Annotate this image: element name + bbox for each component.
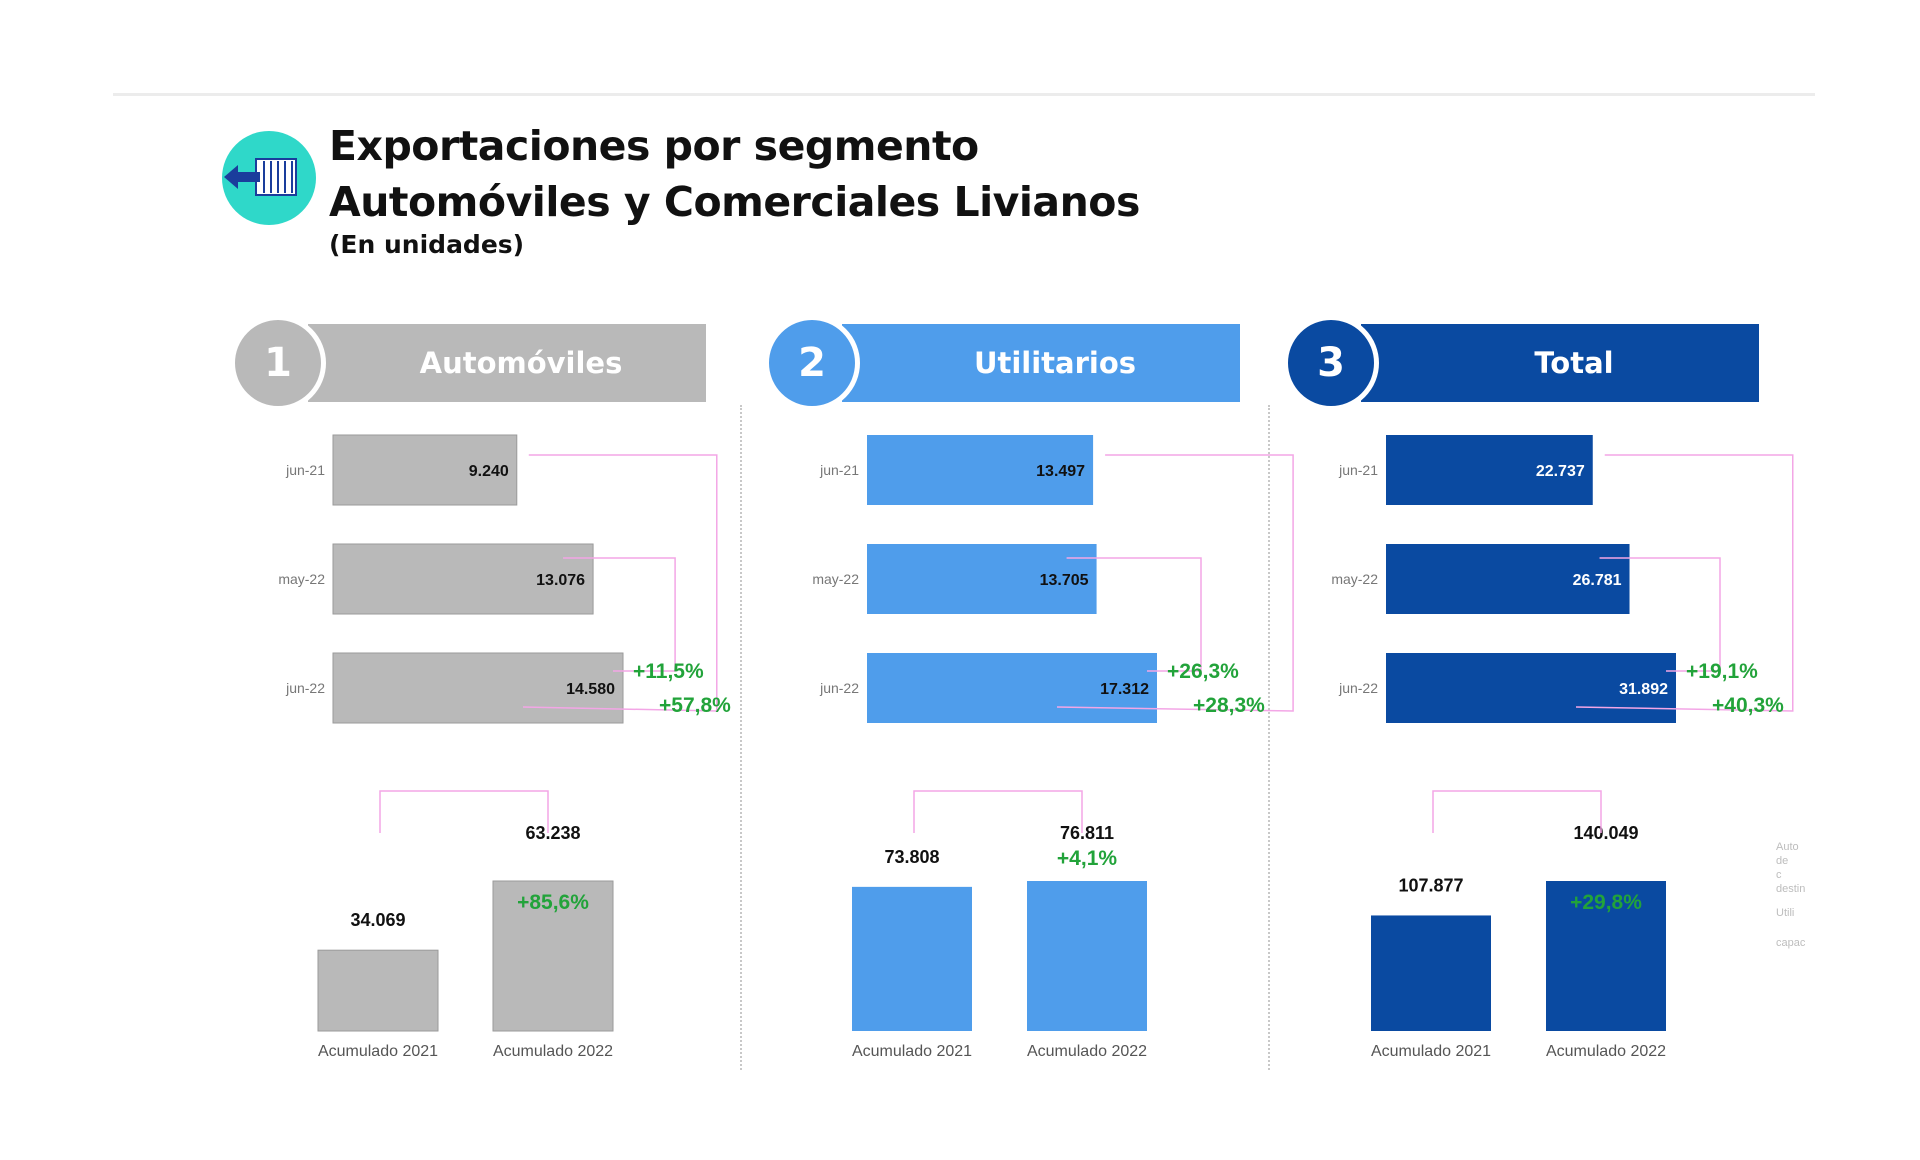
change-label: +19,1% [1686,660,1758,683]
chart-utilitarios: jun-21 13.497 may-22 13.705 jun-22 17.312 +26,… [812,435,1294,1060]
page-subtitle: (En unidades) [329,230,525,259]
bar-value-label: 13.076 [536,572,585,589]
panel-title-utilitarios: Utilitarios [842,324,1240,402]
change-label: +26,3% [1167,660,1239,683]
cumulative-value-label: 63.238 [525,823,580,843]
cumulative-bar [1371,915,1491,1031]
change-connector [522,454,718,712]
change-label: +40,3% [1712,694,1784,717]
bar-may-22 [1386,544,1630,614]
bar-value-label: 13.705 [1040,572,1089,589]
cumulative-value-label: 73.808 [884,847,939,867]
footnote-line: c [1776,869,1782,881]
category-label: jun-21 [819,462,859,478]
cumulative-value-label: 107.877 [1398,875,1463,895]
cumulative-category-label: Acumulado 2021 [318,1043,438,1060]
panel-number-badge-1: 1 [230,315,326,411]
bar-value-label: 22.737 [1536,463,1585,480]
panel-automoviles: Automóviles 1 jun-21 9.240 may-22 13.076 jun… [230,300,770,1090]
cumulative-bar [317,949,439,1032]
change-connector [1066,557,1202,672]
cumulative-connector [379,790,549,833]
title-line-1: Exportaciones por segmento [329,122,979,170]
cumulative-connector [1432,790,1602,833]
category-label: may-22 [1331,571,1378,587]
change-connector [563,557,676,672]
footnote-line: capac [1776,937,1806,949]
panel-divider-1 [740,405,742,1070]
bar-value-label: 26.781 [1573,572,1622,589]
bar-jun-22 [332,652,624,724]
panel-total: Total 3 jun-21 22.737 may-22 26.781 jun-22 31… [1283,300,1823,1090]
category-label: jun-21 [285,462,325,478]
change-connector [1056,454,1294,712]
category-label: jun-22 [1338,680,1378,696]
bar-jun-22 [867,653,1157,723]
footnote-line: Auto [1776,841,1799,853]
footnote-line: destin [1776,883,1806,895]
cumulative-bar [492,880,614,1032]
bar-may-22 [867,544,1097,614]
panel-title-total: Total [1361,324,1759,402]
cumulative-category-label: Acumulado 2021 [1371,1043,1491,1060]
change-connector [1599,557,1721,672]
footnote-line: de [1776,855,1789,867]
bar-jun-21 [332,434,518,506]
top-divider [113,93,1815,96]
cumulative-category-label: Acumulado 2022 [493,1043,613,1060]
cumulative-bar [1546,881,1666,1031]
cumulative-category-label: Acumulado 2022 [1027,1043,1147,1060]
category-label: may-22 [812,571,859,587]
category-label: jun-21 [1338,462,1378,478]
bar-value-label: 17.312 [1100,681,1149,698]
bar-value-label: 13.497 [1036,463,1085,480]
bar-jun-21 [1386,435,1593,505]
bar-value-label: 14.580 [566,681,615,698]
cumulative-bar [1027,881,1147,1031]
cumulative-change-label: +29,8% [1570,891,1642,914]
panel-divider-2 [1268,405,1270,1070]
panel-number-badge-2: 2 [764,315,860,411]
panel-number-badge-3: 3 [1283,315,1379,411]
footnote: Auto de c destin Utili capac [1776,840,1820,980]
cumulative-change-label: +85,6% [517,891,589,914]
cumulative-category-label: Acumulado 2021 [852,1043,972,1060]
cumulative-value-label: 140.049 [1573,823,1638,843]
bar-value-label: 31.892 [1619,681,1668,698]
cumulative-change-label: +4,1% [1057,847,1117,870]
bar-jun-22 [1386,653,1676,723]
category-label: jun-22 [819,680,859,696]
chart-total: jun-21 22.737 may-22 26.781 jun-22 31.892 +19,… [1331,435,1794,1060]
cumulative-value-label: 76.811 [1060,823,1114,843]
panel-utilitarios: Utilitarios 2 jun-21 13.497 may-22 13.705 ju… [764,300,1304,1090]
bar-may-22 [332,543,594,615]
change-label: +11,5% [633,660,704,683]
footnote-line: Utili [1776,907,1795,919]
container-export-icon [222,131,316,225]
category-label: jun-22 [285,680,325,696]
change-connector [1575,454,1794,712]
title-line-2: Automóviles y Comerciales Livianos [329,178,1140,226]
panel-title-automoviles: Automóviles [308,324,706,402]
cumulative-category-label: Acumulado 2022 [1546,1043,1666,1060]
change-label: +28,3% [1193,694,1265,717]
cumulative-connector [913,790,1083,833]
page-title: Exportaciones por segmento Automóviles y… [329,118,1140,230]
chart-automoviles: jun-21 9.240 may-22 13.076 jun-22 14.580 +11,5… [278,434,731,1060]
bar-jun-21 [867,435,1094,505]
cumulative-bar [852,886,972,1031]
bar-value-label: 9.240 [469,463,509,480]
cumulative-value-label: 34.069 [350,910,405,930]
category-label: may-22 [278,571,325,587]
change-label: +57,8% [659,694,731,717]
